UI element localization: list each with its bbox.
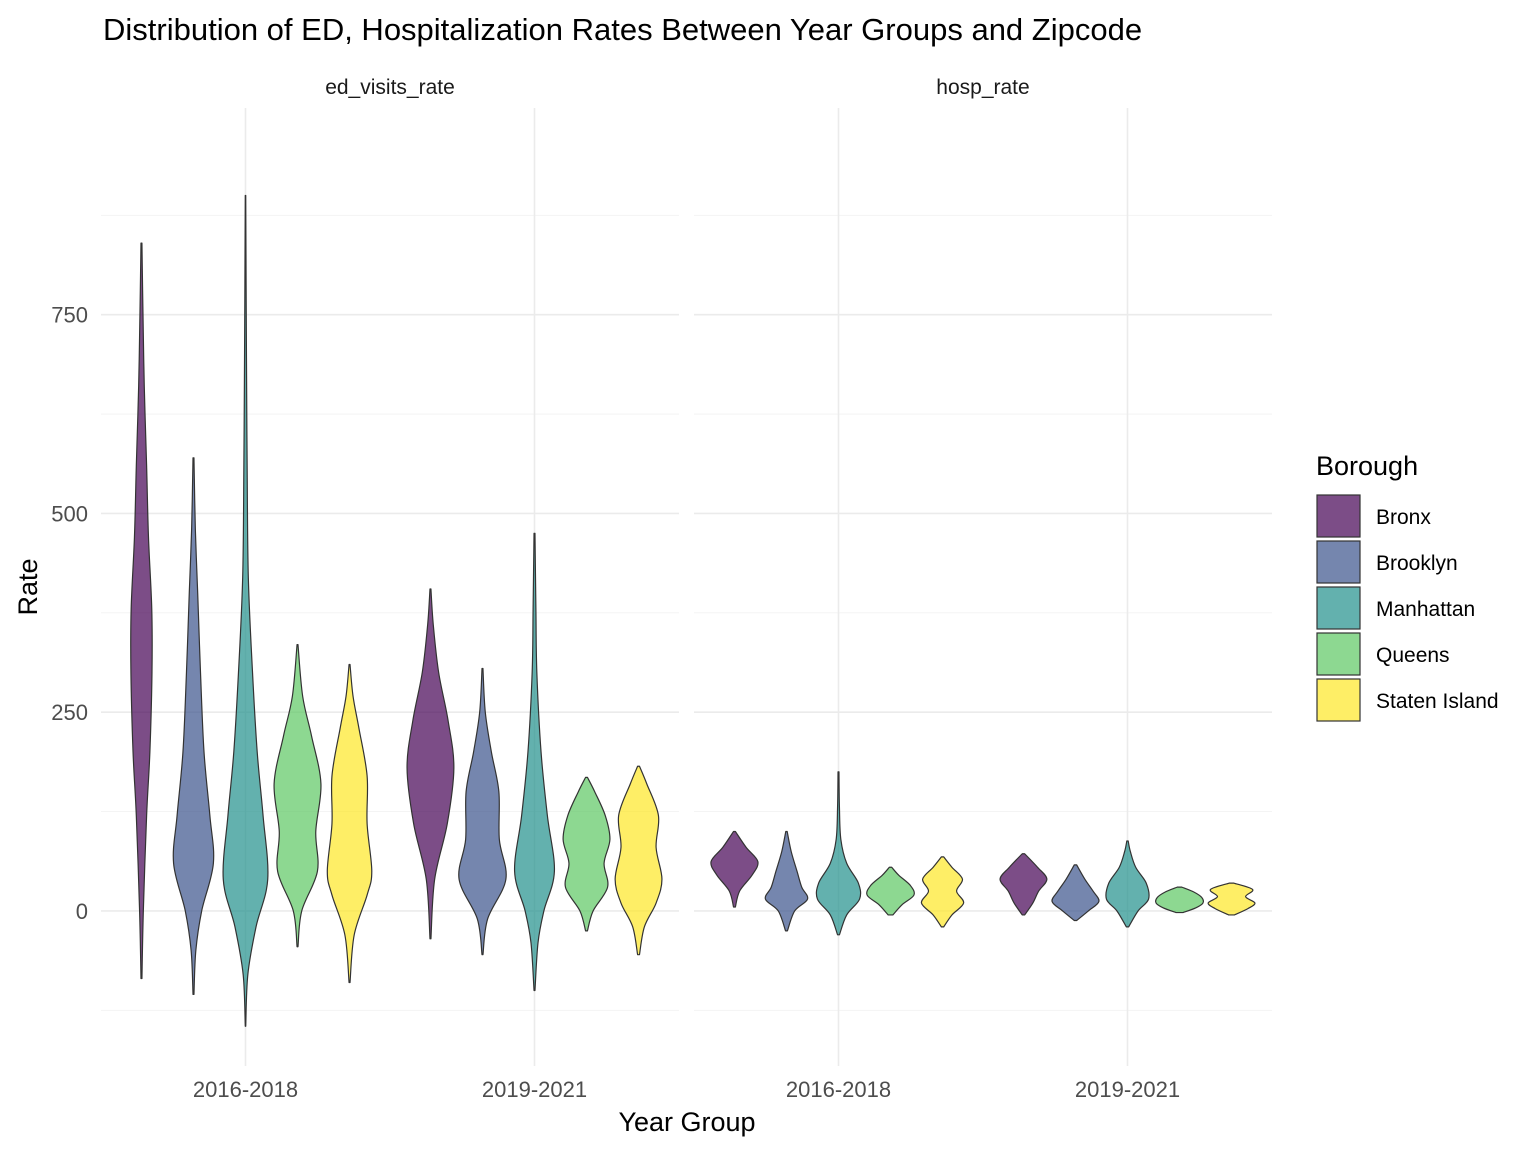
y-tick-label-500: 500 [51,501,88,526]
panel-ed-visits-rate-violins [130,194,663,1027]
panel-hosp-rate-violins [710,771,1256,936]
legend-item-manhattan: Manhattan [1316,586,1475,630]
x-tick-label-ed-visits-rate-2016-2018: 2016-2018 [193,1077,298,1102]
strip-label-ed-visits-rate: ed_visits_rate [325,76,455,99]
violin-hosp-rate-2016-2018-bronx [710,830,759,908]
violin-ed-visits-rate-2019-2021-staten-island [614,765,663,956]
panel-hosp-rate-x-ticks: 2016-2018 2019-2021 [786,1077,1180,1102]
violin-ed-visits-rate-2016-2018-manhattan [222,194,269,1027]
legend-label-queens: Queens [1376,644,1450,667]
y-tick-label-0: 0 [76,899,88,924]
x-axis-title: Year Group [618,1107,755,1137]
legend-items: Bronx Brooklyn Manhattan Queens Staten Islan… [1316,494,1499,722]
x-tick-label-hosp-rate-2019-2021: 2019-2021 [1075,1077,1180,1102]
violin-hosp-rate-2019-2021-brooklyn [1051,864,1100,922]
violin-ed-visits-rate-2016-2018-bronx [130,242,153,980]
violin-hosp-rate-2019-2021-queens [1155,886,1204,914]
legend: Borough Bronx Brooklyn Manhattan Queens Stat… [1316,451,1499,722]
x-tick-label-ed-visits-rate-2019-2021: 2019-2021 [482,1077,587,1102]
violin-hosp-rate-2019-2021-manhattan [1105,840,1150,928]
legend-item-queens: Queens [1316,632,1450,676]
violin-hosp-rate-2019-2021-bronx [999,853,1048,916]
legend-key-brooklyn [1316,540,1361,584]
panel-ed-visits-rate: ed_visits_rate 2016-2018 2019-2021 [101,76,679,1102]
y-axis-title: Rate [13,558,43,615]
panel-hosp-rate-grid [694,108,1272,1066]
legend-key-queens [1316,632,1361,676]
violin-ed-visits-rate-2016-2018-queens [273,644,322,948]
chart-title: Distribution of ED, Hospitalization Rate… [103,12,1142,47]
legend-key-manhattan [1316,586,1361,630]
violin-ed-visits-rate-2019-2021-bronx [406,588,455,940]
violin-ed-visits-rate-2016-2018-staten-island [326,663,373,984]
legend-key-staten-island [1316,678,1361,722]
legend-item-bronx: Bronx [1316,494,1431,538]
y-axis-ticks: 0 250 500 750 [51,303,88,924]
y-tick-label-750: 750 [51,303,88,328]
legend-item-brooklyn: Brooklyn [1316,540,1458,584]
violin-ed-visits-rate-2019-2021-brooklyn [458,667,507,956]
legend-item-staten-island: Staten Island [1316,678,1499,722]
panel-ed-visits-rate-x-ticks: 2016-2018 2019-2021 [193,1077,587,1102]
violin-hosp-rate-2016-2018-manhattan [815,771,862,936]
violin-ed-visits-rate-2016-2018-brooklyn [172,457,215,996]
legend-label-brooklyn: Brooklyn [1376,552,1458,575]
violin-ed-visits-rate-2019-2021-queens [562,776,611,932]
x-tick-label-hosp-rate-2016-2018: 2016-2018 [786,1077,891,1102]
violin-hosp-rate-2019-2021-staten-island [1207,882,1256,916]
violin-hosp-rate-2016-2018-brooklyn [764,830,809,932]
legend-label-staten-island: Staten Island [1376,690,1499,713]
panel-hosp-rate: hosp_rate 2016-2018 2019-2021 [694,76,1272,1102]
violin-hosp-rate-2016-2018-staten-island [920,856,965,928]
legend-label-manhattan: Manhattan [1376,598,1475,621]
violin-hosp-rate-2016-2018-queens [866,866,915,916]
legend-title: Borough [1316,451,1418,481]
y-tick-label-250: 250 [51,700,88,725]
strip-label-hosp-rate: hosp_rate [936,76,1029,99]
violin-ed-visits-rate-2019-2021-manhattan [513,532,556,992]
legend-key-bronx [1316,494,1361,538]
legend-label-bronx: Bronx [1376,506,1431,529]
